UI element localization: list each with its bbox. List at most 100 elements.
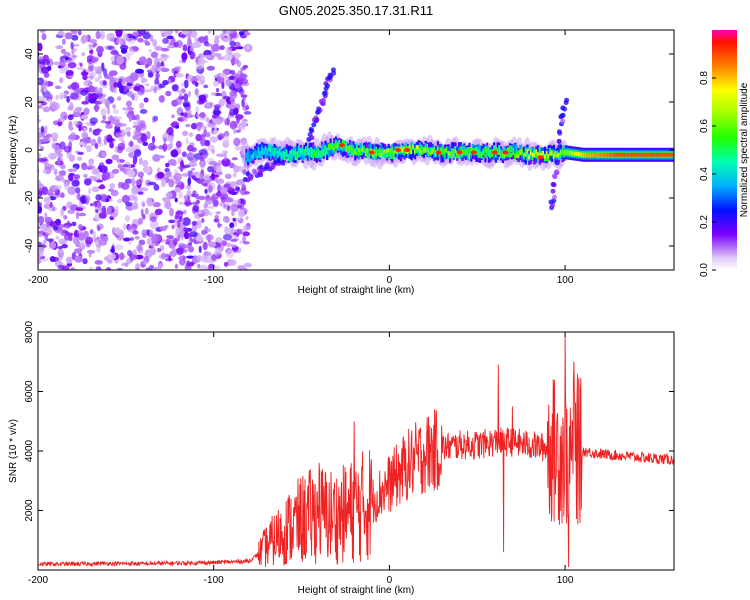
signal-cell (556, 153, 559, 158)
noise-speck (114, 244, 124, 251)
noise-speck (92, 231, 96, 241)
noise-speck (139, 109, 148, 114)
signal-cell (410, 150, 413, 154)
noise-speck (76, 66, 85, 70)
noise-speck (86, 145, 92, 153)
signal-cell (389, 152, 392, 160)
noise-speck (192, 204, 200, 212)
signal-cell (408, 144, 411, 149)
noise-speck (198, 149, 208, 156)
noise-speck (200, 75, 206, 85)
noise-speck (206, 65, 215, 71)
signal-cell (284, 146, 287, 157)
noise-speck (160, 67, 170, 73)
signal-cell (491, 153, 494, 158)
noise-speck (153, 184, 160, 191)
noise-speck (241, 78, 249, 85)
signal-cell (442, 146, 445, 154)
noise-speck (181, 30, 189, 35)
signal-cell (667, 152, 670, 157)
noise-speck (53, 185, 62, 190)
noise-speck (223, 204, 227, 208)
noise-speck (140, 208, 144, 218)
noise-speck (74, 248, 83, 254)
noise-speck (235, 129, 242, 133)
noise-speck (140, 134, 148, 143)
noise-speck (49, 201, 53, 208)
signal-cell (535, 151, 538, 159)
noise-speck (144, 41, 151, 46)
signal-cell (373, 149, 376, 154)
signal-cell (414, 149, 417, 154)
noise-speck (67, 173, 73, 181)
noise-speck (131, 177, 136, 187)
noise-speck (243, 241, 250, 245)
noise-speck (182, 164, 191, 168)
noise-speck (105, 198, 110, 203)
noise-speck (219, 73, 226, 78)
noise-speck (225, 79, 232, 87)
noise-speck (238, 31, 245, 36)
noise-speck (85, 240, 91, 248)
noise-speck (235, 186, 240, 191)
signal-cell (282, 150, 285, 158)
noise-speck (187, 246, 195, 253)
noise-speck (134, 149, 142, 157)
snr-ticks: -200 -100 0 100 2000 4000 6000 8000 (24, 320, 674, 586)
noise-speck (38, 179, 42, 189)
signal-hotspot (537, 155, 544, 160)
noise-speck (120, 182, 130, 190)
noise-speck (117, 37, 124, 43)
noise-speck (117, 163, 124, 169)
noise-speck (211, 149, 215, 154)
signal-hotspot (456, 150, 463, 155)
signal-cell (298, 153, 301, 158)
noise-speck (191, 122, 198, 130)
noise-speck (133, 86, 141, 92)
signal-cell (464, 149, 468, 154)
signal-cell (510, 153, 513, 158)
noise-speck (194, 171, 201, 178)
signal-cell (566, 150, 569, 155)
noise-speck (222, 37, 231, 43)
noise-speck (215, 88, 220, 93)
noise-speck (116, 81, 122, 89)
noise-speck (109, 183, 115, 190)
noise-speck (51, 153, 58, 157)
noise-speck (45, 229, 53, 236)
signal-cell (412, 144, 415, 149)
signal-cell (515, 153, 519, 158)
signal-cell (261, 147, 264, 152)
noise-speck (211, 92, 216, 96)
noise-speck (214, 92, 223, 97)
noise-speck (175, 180, 182, 186)
colorbar-label: Normalized spectral amplitude (739, 82, 750, 217)
signal-cell (630, 152, 633, 157)
signal-cell (392, 150, 396, 155)
signal-streak (560, 105, 566, 111)
signal-cell (493, 150, 496, 161)
noise-speck (82, 258, 88, 265)
signal-cell (582, 152, 585, 157)
signal-streak (322, 90, 327, 96)
noise-speck (34, 173, 38, 176)
noise-speck (143, 97, 149, 103)
signal-cell (306, 151, 309, 156)
noise-speck (128, 225, 132, 231)
y-tick-label: 2000 (24, 499, 35, 522)
signal-cell (387, 148, 390, 152)
signal-cell (519, 150, 522, 155)
signal-cell (368, 143, 371, 154)
signal-cell (271, 151, 274, 156)
signal-cell (542, 150, 545, 155)
signal-cell (347, 146, 350, 154)
signal-cell (614, 152, 617, 157)
noise-speck (181, 172, 190, 177)
noise-speck (96, 45, 104, 54)
noise-speck (75, 207, 84, 212)
signal-cell (554, 151, 557, 156)
colorbar-tick-label: 0.8 (699, 71, 710, 85)
signal-cell (524, 147, 527, 155)
noise-speck (139, 102, 145, 109)
